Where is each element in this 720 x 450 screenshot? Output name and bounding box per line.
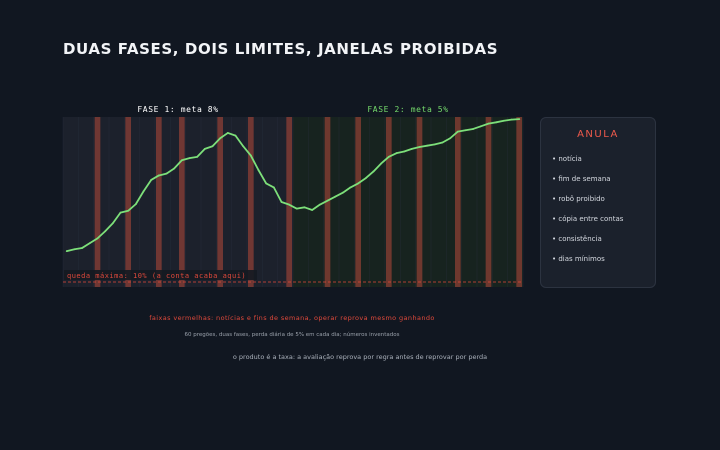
page-title: DUAS FASES, DOIS LIMITES, JANELAS PROIBI… [63,40,499,58]
equity-point [387,155,390,158]
equity-point [165,172,168,175]
drawdown-label: queda máxima: 10% (a conta acaba aqui) [67,272,246,280]
equity-point [88,242,91,245]
phase-label: FASE 1: meta 8% [137,105,218,114]
equity-point [81,247,84,249]
equity-point [418,146,421,148]
equity-point [449,137,452,140]
equity-point [311,209,314,211]
equity-point [203,147,206,150]
equity-point [265,182,268,185]
equity-point [142,190,145,193]
equity-point [334,195,337,198]
equity-point [157,174,160,177]
forbidden-window [217,117,223,287]
forbidden-window [386,117,392,287]
equity-point [134,203,137,206]
equity-point [380,162,383,165]
equity-point [196,155,199,158]
anula-list: • notícia • fim de semana • robô proibid… [541,149,655,269]
equity-point [272,186,275,189]
equity-point [403,150,406,153]
equity-point [234,134,237,137]
equity-point [341,191,344,194]
anula-item: • fim de semana [552,175,611,183]
equity-point [150,179,153,181]
equity-point [180,159,183,162]
equity-point [441,141,444,144]
equity-point [219,137,222,140]
anula-panel: ANULA • notícia • fim de semana • robô p… [540,117,656,288]
equity-point [104,230,107,233]
phase-background [63,117,293,287]
forbidden-window [156,117,162,287]
forbidden-window [355,117,361,287]
equity-point [456,130,459,133]
equity-point [111,222,114,225]
equity-point [119,211,122,214]
equity-point [280,201,283,203]
forbidden-window [94,117,101,287]
anula-item: • dias mínimos [552,255,605,263]
equity-point [518,118,521,121]
forbidden-window [516,117,522,287]
forbidden-windows-note: faixas vermelhas: notícias e fins de sem… [149,314,435,322]
anula-item: • cópia entre contas [552,215,624,223]
forbidden-window [179,117,185,287]
equity-point [318,203,321,206]
equity-point [173,167,176,170]
anula-item: • consistência [552,235,602,243]
equity-point [410,147,413,150]
equity-point [211,145,214,148]
anula-item: • notícia [552,155,582,163]
phase-background [293,117,523,287]
equity-point [65,250,68,253]
equity-point [364,177,367,179]
forbidden-window [455,117,461,287]
conclusion-note: o produto é a taxa: a avaliação reprova … [232,353,488,361]
forbidden-window [248,117,254,287]
forbidden-window [485,117,492,287]
equity-point [326,199,329,202]
forbidden-window [286,117,292,287]
equity-point [303,206,306,209]
equity-point [295,207,298,210]
equity-point [479,125,482,128]
equity-point [127,209,130,212]
equity-point [464,129,467,132]
drawdown-label-bg [64,270,257,280]
equity-point [357,182,360,185]
equity-line [65,118,521,253]
forbidden-window [324,117,331,287]
equity-point [395,152,398,155]
equity-point [372,170,375,173]
equity-point [487,122,490,125]
equity-point [426,144,429,147]
anula-title: ANULA [577,129,619,140]
equity-point [242,145,245,148]
equity-point [349,186,352,189]
equity-point [96,237,99,240]
equity-point [510,118,513,121]
equity-point [495,121,498,124]
equity-point [249,154,252,157]
equity-point [288,203,291,206]
forbidden-window [125,117,131,287]
equity-point [226,132,229,134]
forbidden-window [416,117,423,287]
equity-point [257,169,260,172]
equity-point [433,143,436,146]
equity-point [502,119,505,122]
phase-label: FASE 2: meta 5% [367,105,448,114]
equity-point [73,248,76,251]
equity-point [188,157,191,160]
equity-point [472,128,475,130]
anula-item: • robô proibido [552,195,605,203]
assumptions-note: 60 pregões, duas fases, perda diária de … [184,332,400,338]
